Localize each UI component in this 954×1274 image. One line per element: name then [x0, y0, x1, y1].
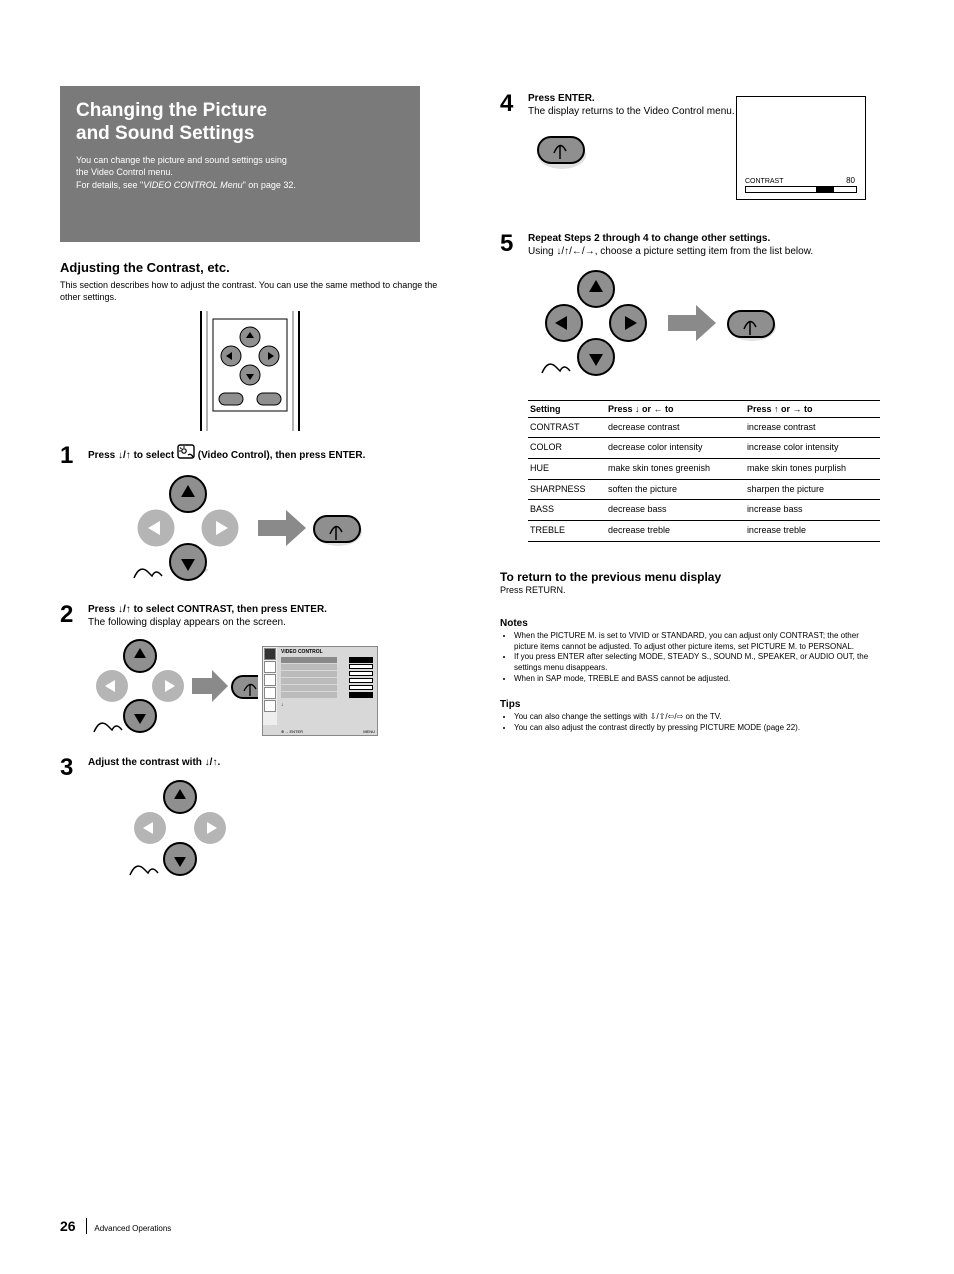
table-row: CONTRASTdecrease contrastincrease contra… [528, 417, 880, 438]
arrow-right-icon [258, 510, 306, 546]
tv-preview: CONTRAST 80 [736, 96, 866, 200]
step-5: 5 Repeat Steps 2 through 4 to change oth… [500, 232, 880, 542]
step-1: 1 Press ↓/↑ to select (Video Control), t… [60, 444, 440, 593]
osd-menu: VIDEO CONTROL ↓ ⊕→ ENTER MENU [262, 646, 378, 736]
tips-heading: Tips [500, 699, 880, 710]
step-3: 3 Adjust the contrast with ↓/↑. [60, 756, 440, 890]
sub-text: This section describes how to adjust the… [60, 279, 440, 303]
table-row: HUEmake skin tones greenishmake skin ton… [528, 458, 880, 479]
subtitle-1: You can change the picture and sound set… [76, 155, 287, 165]
step-2-row: VIDEO CONTROL ↓ ⊕→ ENTER MENU [88, 636, 440, 746]
sub-heading: Adjusting the Contrast, etc. [60, 260, 440, 275]
step-5-num: 5 [500, 232, 528, 256]
table-row: COLORdecrease color intensityincrease co… [528, 438, 880, 459]
step-2-dpad [88, 636, 258, 746]
table-row: SHARPNESSsoften the picturesharpen the p… [528, 479, 880, 500]
table-row: BASSdecrease bassincrease bass [528, 500, 880, 521]
title-box: Changing the Picture and Sound Settings … [60, 86, 420, 242]
title-line-2: and Sound Settings [76, 123, 254, 144]
title-line-1: Changing the Picture [76, 100, 267, 121]
step-2: 2 Press ↓/↑ to select CONTRAST, then pre… [60, 603, 440, 746]
return-text: Press RETURN. [500, 584, 880, 596]
note-item: When the PICTURE M. is set to VIVID or S… [514, 631, 880, 653]
note-item: If you press ENTER after selecting MODE,… [514, 652, 880, 674]
step-4: 4 Press ENTER. The display returns to th… [500, 92, 880, 222]
table-row: TREBLEdecrease trebleincrease treble [528, 520, 880, 541]
chapter-name: Advanced Operations [94, 1224, 171, 1233]
subtitle-2: the Video Control menu. [76, 167, 173, 177]
step-2-num: 2 [60, 603, 88, 627]
step-3-dpad [108, 777, 440, 890]
subtitle-3-link: VIDEO CONTROL Menu [143, 180, 242, 190]
video-control-icon [177, 450, 198, 461]
note-item: When in SAP mode, TREBLE and BASS cannot… [514, 674, 880, 685]
hand-icon [134, 569, 162, 578]
arrow-outline-icons: ⇩/⇧/⇦/⇨ [650, 712, 683, 723]
enter-button-icon [528, 125, 598, 181]
right-column: 4 Press ENTER. The display returns to th… [500, 82, 880, 733]
tip-item: You can also adjust the contrast directl… [514, 723, 880, 734]
settings-table: Setting Press ↓ or ← to Press ↑ or → to … [528, 400, 880, 542]
step-3-num: 3 [60, 756, 88, 780]
remote-illustration [175, 311, 325, 434]
step-1-num: 1 [60, 444, 88, 468]
step-5-dpad [528, 267, 880, 390]
tip-item: You can also change the settings with ⇩/… [514, 712, 880, 723]
step-1-dpad [108, 470, 440, 593]
notes-heading: Notes [500, 618, 880, 629]
step-4-num: 4 [500, 92, 528, 116]
page: Changing the Picture and Sound Settings … [0, 0, 954, 1274]
subtitle-3a: For details, see " [76, 180, 143, 190]
return-heading: To return to the previous menu display [500, 570, 880, 584]
left-column: Changing the Picture and Sound Settings … [60, 86, 440, 894]
page-number: 26 [60, 1218, 87, 1234]
page-footer: 26 Advanced Operations [60, 1218, 171, 1234]
subtitle-3b: " on page 32. [243, 180, 296, 190]
